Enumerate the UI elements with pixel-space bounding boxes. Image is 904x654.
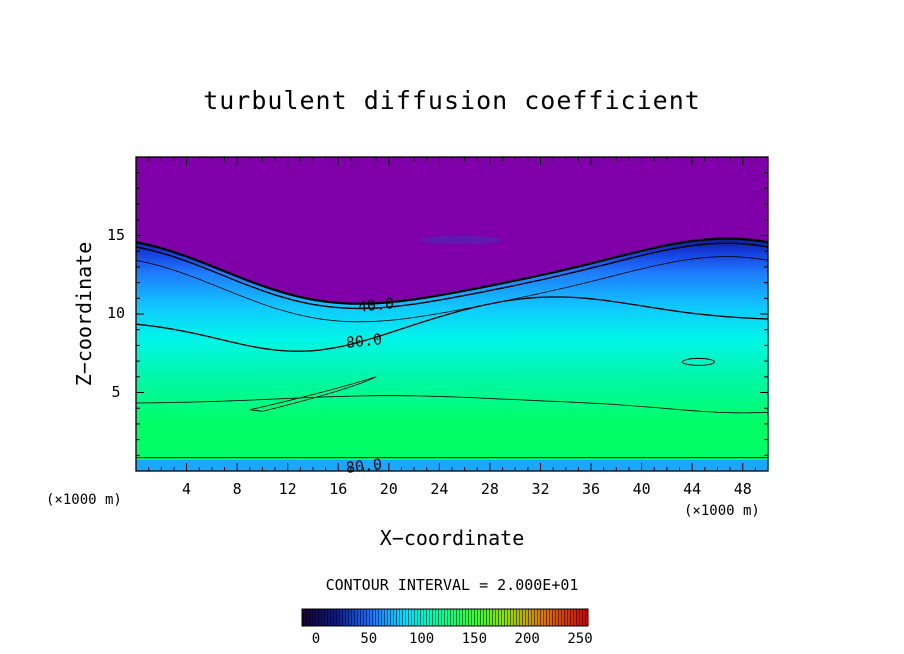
- contour-line: [136, 242, 768, 310]
- x-tick-label: 8: [232, 480, 242, 498]
- colorbar-tick-label: 50: [360, 631, 378, 647]
- contour-line: [136, 395, 768, 414]
- x-tick-label: 40: [632, 480, 651, 498]
- surface-layer-band: [136, 460, 768, 471]
- contour-line: [136, 296, 768, 352]
- upper-patch: [418, 236, 502, 244]
- colorbar-tick-label: 200: [514, 631, 540, 647]
- x-axis-unit: (×1000 m): [684, 503, 760, 519]
- x-axis-label: X−coordinate: [379, 526, 525, 550]
- y-tick-label: 10: [106, 304, 126, 322]
- colorbar-tick-label: 100: [408, 631, 435, 647]
- x-origin-unit: (×1000 m): [46, 492, 122, 508]
- contour-interval-note: CONTOUR INTERVAL = 2.000E+01: [325, 576, 579, 594]
- x-tick-label: 20: [379, 480, 398, 498]
- contour-line: [136, 237, 768, 305]
- contour-label: 80.0: [344, 454, 383, 477]
- contour-label: 80.0: [344, 329, 383, 352]
- colorbar-tick-label: 250: [567, 631, 593, 647]
- x-tick-label: 44: [683, 480, 702, 498]
- contour-label: 40.0: [357, 293, 396, 316]
- x-tick-label: 16: [329, 480, 348, 498]
- x-tick-label: 28: [480, 480, 499, 498]
- turbulent-field-region: [136, 239, 768, 471]
- field-layer: [136, 157, 768, 471]
- colorbar-frame: [301, 608, 589, 627]
- x-tick-label: 48: [733, 480, 752, 498]
- axis-ticks: [136, 157, 768, 471]
- contour-loop: [682, 357, 715, 366]
- contour-lines: [136, 237, 768, 459]
- x-tick-label: 24: [430, 480, 449, 498]
- y-axis-label: Z−coordinate: [72, 241, 96, 387]
- colorbar-tick-label: 150: [461, 631, 488, 647]
- x-tick-label: 32: [531, 480, 550, 498]
- x-tick-label: 12: [278, 480, 297, 498]
- x-tick-label: 36: [582, 480, 601, 498]
- chart-title: turbulent diffusion coefficient: [203, 86, 701, 115]
- contour-line: [136, 256, 768, 323]
- y-tick-label: 15: [106, 225, 126, 244]
- x-tick-label: 4: [182, 480, 192, 498]
- contour-loop: [249, 376, 377, 412]
- y-tick-label: 5: [111, 382, 121, 401]
- colorbar-lines: [302, 609, 588, 626]
- colorbar-tick-label: 0: [311, 631, 321, 647]
